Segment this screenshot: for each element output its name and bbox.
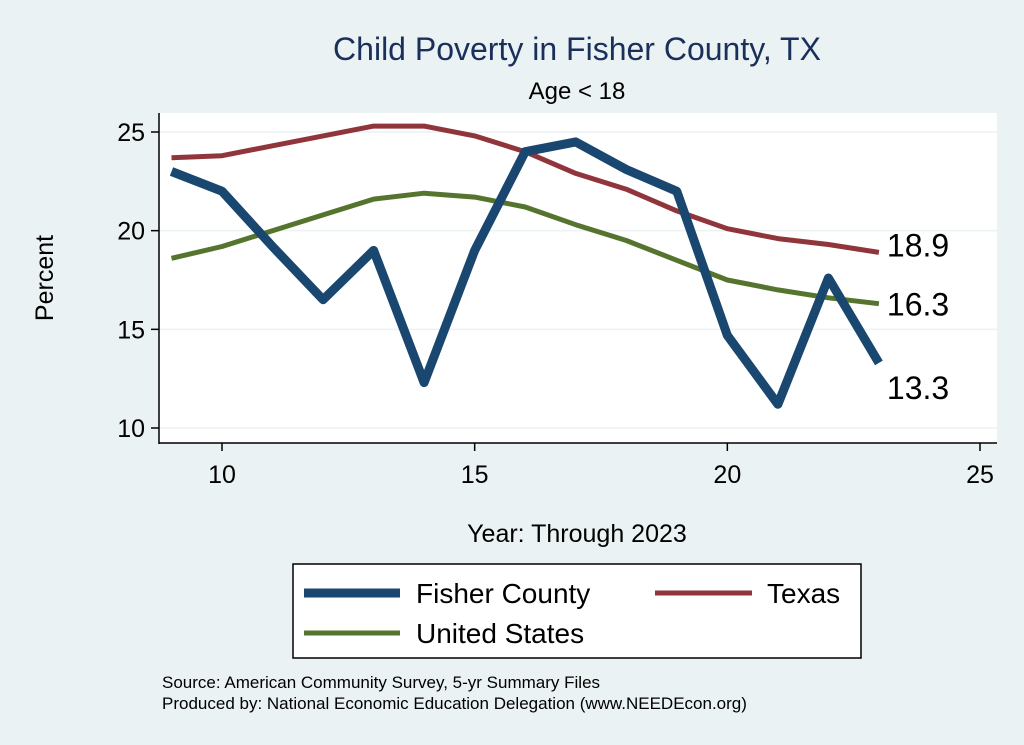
plot-area: [159, 113, 997, 443]
end-label-united-states: 16.3: [887, 287, 949, 323]
x-tick-label: 10: [208, 461, 236, 489]
y-axis-title: Percent: [31, 235, 59, 321]
series-lines: [169, 123, 883, 409]
legend-box: [292, 563, 862, 659]
series-line-fisher-county: [169, 137, 883, 409]
y-tick-label: 25: [117, 119, 145, 147]
legend-label-texas: Texas: [767, 578, 840, 609]
end-label-texas: 18.9: [887, 227, 949, 263]
chart-subtitle: Age < 18: [529, 78, 626, 105]
y-tick-label: 20: [117, 218, 145, 246]
series-line-united-states: [170, 190, 880, 307]
source-note: Source: American Community Survey, 5-yr …: [162, 673, 600, 692]
x-tick-label: 25: [966, 461, 994, 489]
chart-title: Child Poverty in Fisher County, TX: [333, 31, 821, 67]
y-tick-label: 10: [117, 415, 145, 443]
x-tick-label: 20: [713, 461, 741, 489]
legend-label-united-states: United States: [416, 618, 584, 649]
x-axis-title: Year: Through 2023: [467, 520, 687, 548]
legend: Fisher County Texas United States: [304, 578, 840, 649]
end-labels: 13.3 18.9 16.3: [887, 227, 949, 406]
legend-label-fisher-county: Fisher County: [416, 578, 590, 609]
end-label-fisher-county: 13.3: [887, 370, 949, 406]
x-tick-label: 15: [461, 461, 489, 489]
y-tick-label: 15: [117, 316, 145, 344]
producer-note: Produced by: National Economic Education…: [162, 694, 747, 713]
axes: 10 15 20 25 10 15 20 25: [117, 113, 997, 489]
